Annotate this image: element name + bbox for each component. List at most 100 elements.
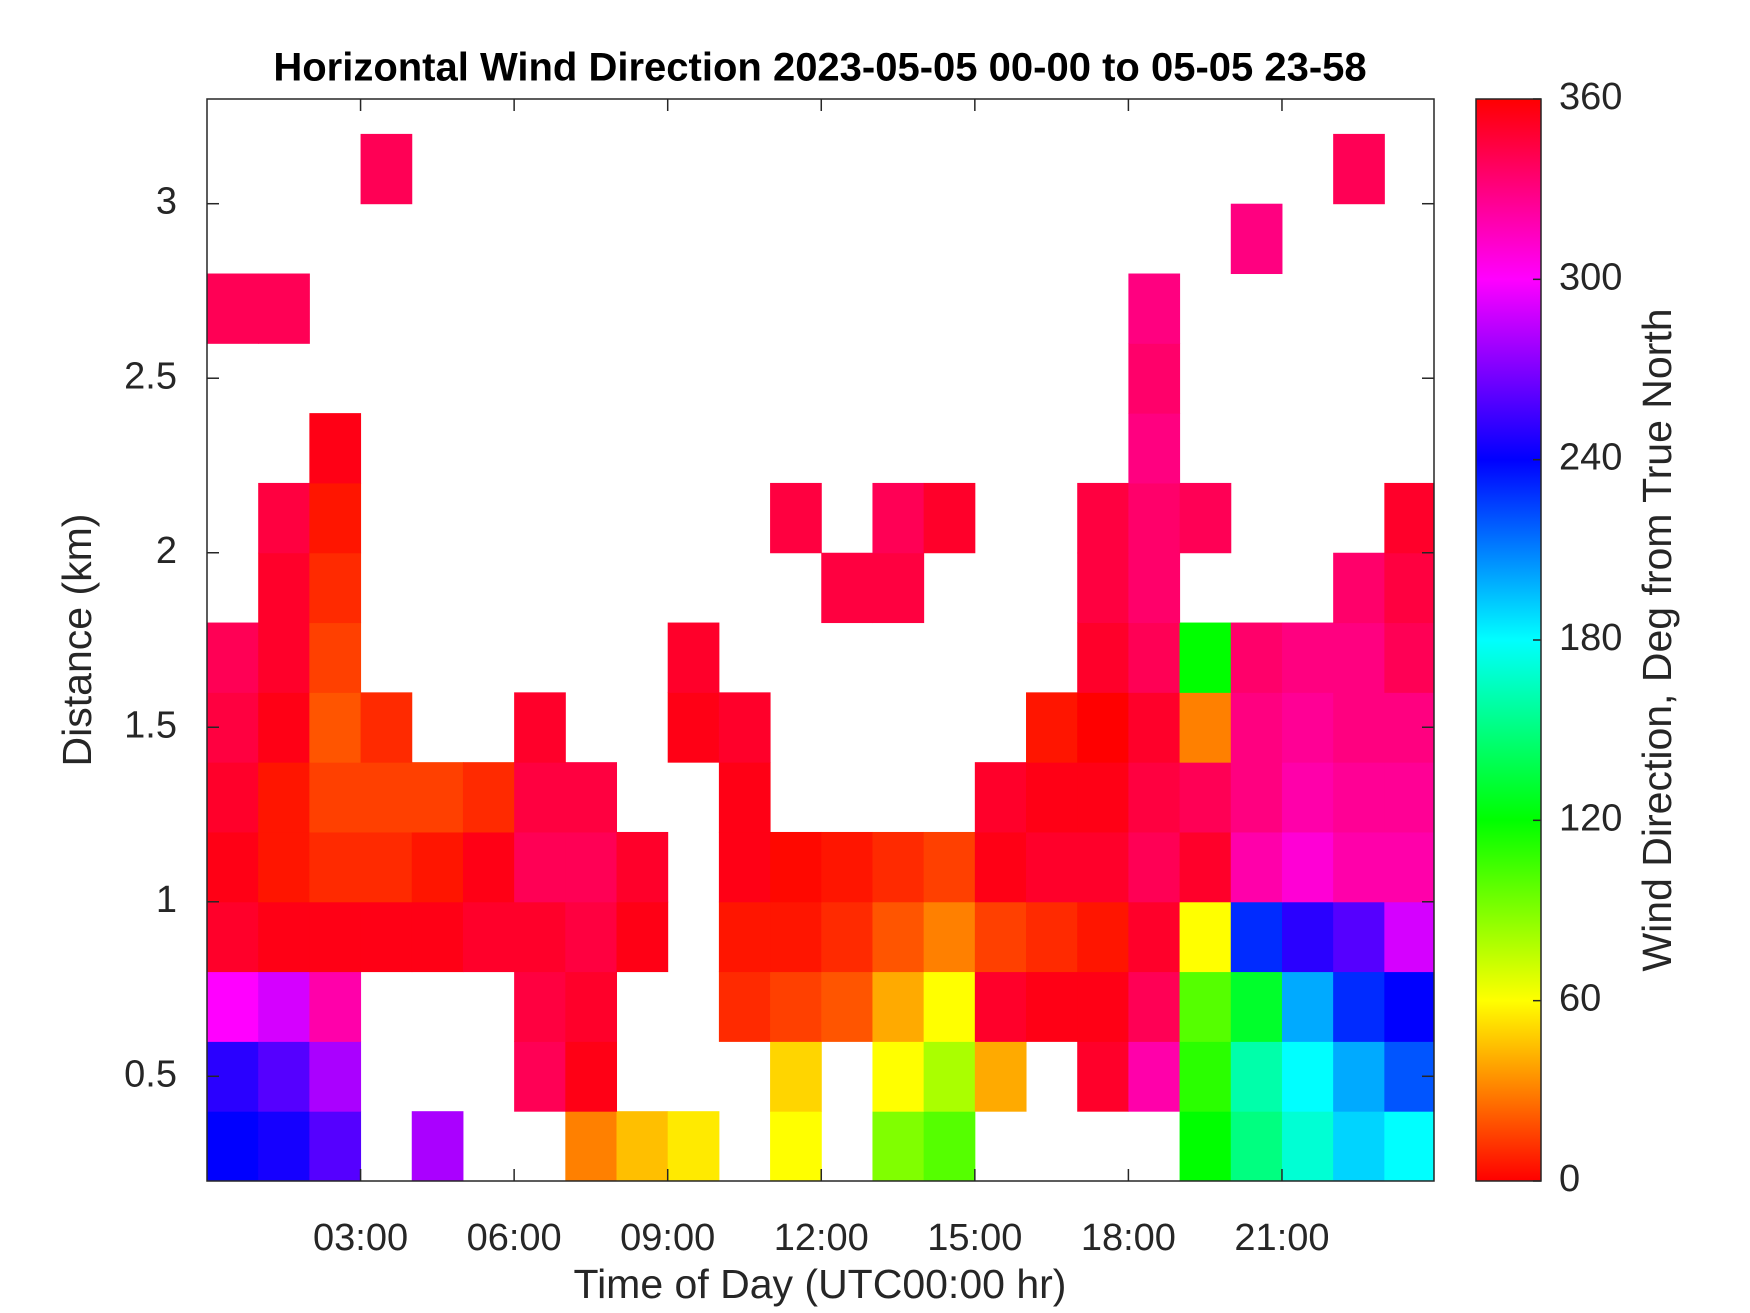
heatmap-cell [309,1041,362,1112]
heatmap-cell [360,831,413,903]
colorbar-label: Wind Direction, Deg from True North [1634,308,1680,971]
heatmap-cell [258,692,310,763]
heatmap-cell [1281,1041,1334,1112]
heatmap-cell [1384,971,1435,1042]
colorbar-tick-label: 240 [1559,437,1622,479]
heatmap-cell [207,1111,259,1182]
heatmap-cell [258,273,310,344]
heatmap-cell [309,762,362,833]
colorbar-tick-label: 60 [1559,978,1601,1020]
heatmap-cell [411,901,464,973]
heatmap-cell [974,901,1027,973]
heatmap-cell [258,1111,310,1182]
heatmap-cell [1281,762,1334,833]
heatmap-cell [1281,831,1334,903]
heatmap-cell [872,831,925,903]
heatmap-cell [1333,831,1385,903]
heatmap-cell [462,762,515,833]
heatmap-cell [565,831,618,903]
heatmap-cell [667,692,720,763]
heatmap-cell [821,971,873,1042]
heatmap-cell [565,971,618,1042]
heatmap-cell [1333,133,1385,205]
heatmap-cell [1179,1111,1232,1182]
heatmap-cell [411,831,464,903]
y-tick-label: 1 [156,879,177,921]
heatmap-cell [718,971,771,1042]
x-tick-label: 09:00 [620,1217,715,1259]
plot-frame [206,98,1435,1182]
heatmap-cell [667,622,720,693]
heatmap-cell [1333,1111,1385,1182]
heatmap-cell [1230,692,1283,763]
heatmap-cell [1333,762,1385,833]
heatmap-cell [1179,482,1232,554]
heatmap-cell [770,1111,822,1182]
heatmap-cell [872,1041,925,1112]
heatmap-cell [411,762,464,833]
heatmap-cell [1128,413,1181,484]
heatmap-cell [514,831,566,903]
heatmap-cell [411,1111,464,1182]
heatmap-cell [923,831,976,903]
y-tick-label: 2 [156,530,177,572]
heatmap-cell [1128,901,1181,973]
heatmap-cell [309,413,362,484]
heatmap-cell [360,692,413,763]
heatmap-cell [770,831,822,903]
heatmap-cell [514,1041,566,1112]
heatmap-cell [1230,203,1283,275]
heatmap-cell [1281,1111,1334,1182]
heatmap-cell [770,482,822,554]
heatmap-cell [1384,762,1435,833]
heatmap-cell [1128,971,1181,1042]
heatmap-cell [1230,1111,1283,1182]
heatmap-cell [1077,1041,1129,1112]
heatmap-cell [514,692,566,763]
heatmap-cell [360,762,413,833]
heatmap-cell [616,831,669,903]
heatmap-cell [923,1041,976,1112]
heatmap-cell [974,1041,1027,1112]
heatmap-cell [1026,971,1078,1042]
heatmap-cell [207,901,259,973]
heatmap-cell [616,1111,669,1182]
heatmap-cell [1179,971,1232,1042]
heatmap-cell [718,762,771,833]
heatmap-cell [1384,482,1435,554]
heatmap-cell [207,273,259,344]
colorbar-tick-label: 300 [1559,256,1622,298]
heatmap-cell [1230,1041,1283,1112]
heatmap-cell [923,482,976,554]
heatmap-cell [360,901,413,973]
heatmap-cell [1077,762,1129,833]
heatmap-cell [309,482,362,554]
heatmap-cell [565,901,618,973]
heatmap-cell [1128,692,1181,763]
heatmap-cell [1333,692,1385,763]
heatmap-cell [821,831,873,903]
heatmap-cell [258,622,310,693]
heatmap-cell [616,901,669,973]
heatmap-cell [1384,901,1435,973]
heatmap-cell [258,1041,310,1112]
heatmap-cell [1179,831,1232,903]
heatmap-cell [1230,971,1283,1042]
heatmap-cell [1333,901,1385,973]
heatmap-cell [1281,622,1334,693]
heatmap-cell [1384,622,1435,693]
heatmap-cell [1077,552,1129,624]
heatmap-cell [1384,1111,1435,1182]
heatmap-cell [718,831,771,903]
heatmap-cell [309,692,362,763]
heatmap-cell [872,971,925,1042]
colorbar-tick-label: 120 [1559,797,1622,839]
heatmap-cell [1333,1041,1385,1112]
heatmap-cell [565,1041,618,1112]
heatmap-cell [1128,1041,1181,1112]
x-tick-label: 06:00 [467,1217,562,1259]
heatmap-cell [309,901,362,973]
y-axis-label: Distance (km) [54,514,100,767]
colorbar-tick-label: 0 [1559,1158,1580,1200]
heatmap-cell [462,901,515,973]
